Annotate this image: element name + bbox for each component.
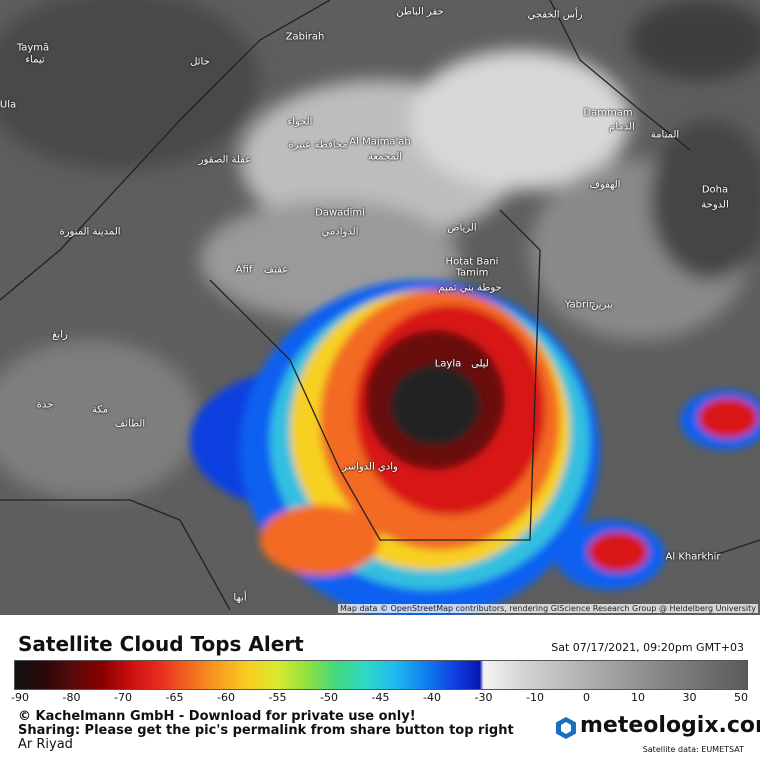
place-label: رابغ bbox=[52, 329, 68, 341]
scale-tick-label: -30 bbox=[474, 691, 493, 704]
place-label: الطائف bbox=[114, 418, 146, 430]
place-label: أبها bbox=[233, 592, 247, 604]
place-label: Al Kharkhir bbox=[665, 551, 721, 563]
place-label: وادي الدواسر bbox=[342, 461, 398, 473]
place-label: Dammam bbox=[583, 107, 633, 119]
place-label: المجمعة bbox=[367, 151, 403, 163]
place-label: Ula bbox=[0, 99, 17, 111]
place-label: المدينة المنورة bbox=[59, 226, 121, 238]
place-label: Yabrin bbox=[564, 299, 596, 311]
map-attribution: Map data © OpenStreetMap contributors, r… bbox=[338, 604, 758, 613]
place-label: حفر الباطن bbox=[396, 6, 444, 18]
scale-tick-label: -40 bbox=[423, 691, 441, 704]
scale-tick-label: -10 bbox=[526, 691, 544, 704]
place-label: جدة bbox=[36, 399, 54, 411]
copyright: © Kachelmann GmbH - Download for private… bbox=[18, 709, 416, 724]
place-label: Afif bbox=[235, 264, 253, 276]
scale-tick-label: 50 bbox=[734, 691, 748, 704]
scale-tick-label: 0 bbox=[583, 691, 590, 704]
place-label: Tamim bbox=[455, 267, 489, 279]
place-label: الدوحة bbox=[701, 199, 729, 211]
place-label: عقلة الصقور bbox=[198, 154, 252, 166]
place-label: Doha bbox=[701, 184, 729, 196]
satellite-map bbox=[0, 0, 760, 615]
place-label: عفيف bbox=[263, 264, 289, 276]
timestamp: Sat 07/17/2021, 09:20pm GMT+03 bbox=[551, 641, 744, 654]
place-label: رأس الخفجي bbox=[527, 9, 583, 21]
place-label: حوطة بني تميم bbox=[438, 282, 502, 294]
scale-tick-label: -90 bbox=[11, 691, 29, 704]
place-label: المنامة bbox=[650, 129, 680, 141]
location: Ar Riyad bbox=[18, 737, 73, 752]
scale-tick-label: -60 bbox=[217, 691, 235, 704]
place-label: الجواء bbox=[287, 116, 313, 128]
color-scale bbox=[14, 660, 748, 690]
title: Satellite Cloud Tops Alert bbox=[18, 632, 304, 656]
scale-tick-label: 30 bbox=[682, 691, 697, 704]
place-label: الرياض bbox=[447, 222, 477, 234]
place-label: الدمام bbox=[609, 121, 635, 133]
place-label: الهفوف bbox=[589, 179, 621, 191]
place-label: Zabirah bbox=[285, 31, 325, 43]
logo-icon bbox=[556, 717, 576, 739]
place-label: حائل bbox=[190, 56, 210, 68]
sharing-note: Sharing: Please get the pic's permalink … bbox=[18, 723, 514, 738]
place-label: تيماء bbox=[25, 54, 45, 66]
scale-tick-label: 10 bbox=[631, 691, 645, 704]
place-label: Hotat Bani bbox=[445, 256, 499, 268]
place-label: محافظة عنيزة bbox=[288, 139, 348, 151]
place-label: Taymā bbox=[16, 42, 50, 54]
place-label: Al Majma'ah bbox=[349, 136, 411, 148]
scale-tick-label: -55 bbox=[268, 691, 287, 704]
place-label: يبرين bbox=[591, 299, 613, 311]
scale-tick-label: -65 bbox=[165, 691, 184, 704]
place-label: الدوادمي bbox=[321, 226, 359, 238]
scale-tick-label: -80 bbox=[62, 691, 81, 704]
place-label: ليلى bbox=[471, 358, 489, 370]
place-label: Dawadimi bbox=[315, 207, 365, 219]
logo[interactable]: meteologix.com bbox=[580, 713, 760, 738]
scale-tick-label: -45 bbox=[371, 691, 390, 704]
data-source: Satellite data: EUMETSAT bbox=[642, 745, 744, 754]
scale-tick-label: -70 bbox=[114, 691, 132, 704]
place-label: مكة bbox=[91, 404, 109, 416]
place-label: Layla bbox=[434, 358, 462, 370]
scale-tick-label: -50 bbox=[320, 691, 338, 704]
